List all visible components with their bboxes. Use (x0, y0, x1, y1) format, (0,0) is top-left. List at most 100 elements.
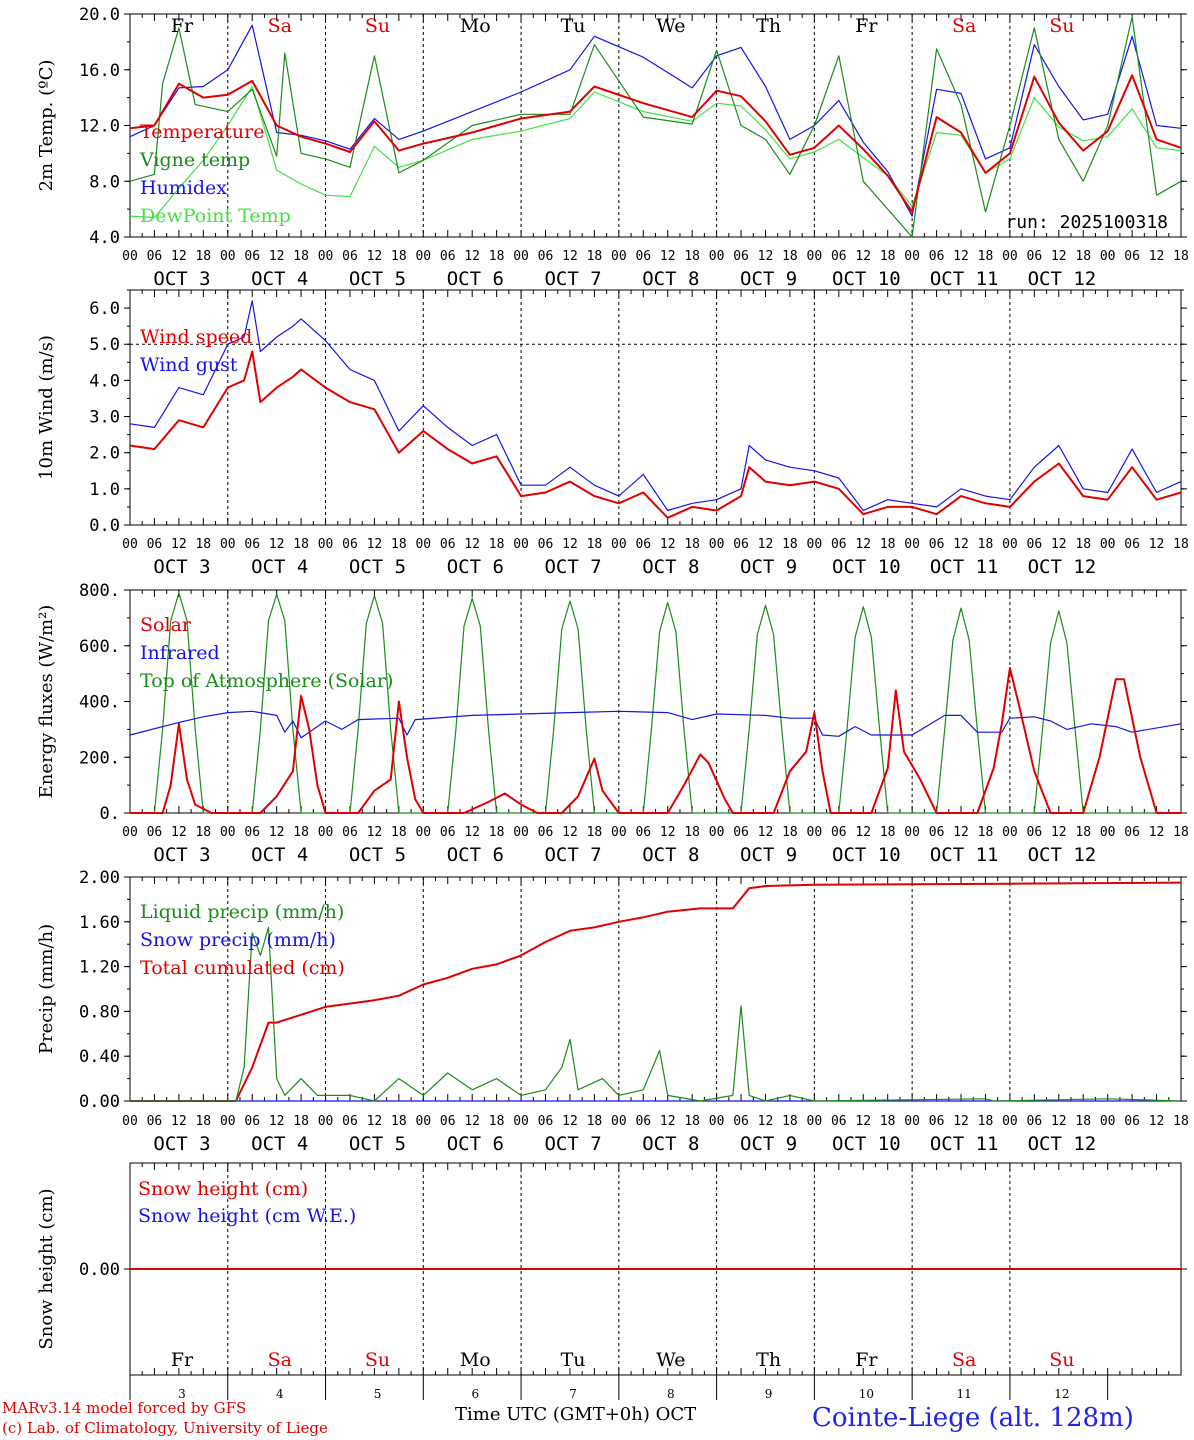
series-line-dewpoint-temp (129, 85, 1182, 219)
day-number: 10 (859, 1387, 874, 1401)
hour-label: 06 (733, 825, 749, 840)
hour-label: 18 (489, 1114, 505, 1129)
legend-entry: Temperature (140, 121, 264, 143)
y-tick-label: 5.0 (89, 335, 120, 355)
date-label: OCT 3 (153, 844, 210, 866)
hour-label: 00 (415, 249, 431, 264)
day-name: Th (756, 1349, 781, 1371)
hour-label: 00 (611, 825, 627, 840)
hour-label: 12 (953, 825, 969, 840)
hour-label: 12 (953, 1114, 969, 1129)
date-label: OCT 5 (349, 268, 406, 290)
series-line-total-cumulated-cm- (130, 881, 1182, 1102)
hour-label: 12 (1051, 1114, 1067, 1129)
y-tick-label: 1.0 (89, 480, 120, 500)
y-tick-label: 2.0 (89, 444, 120, 464)
hour-label: 00 (611, 1114, 627, 1129)
legend-entry: Infrared (140, 642, 220, 664)
day-name: We (656, 15, 685, 37)
hour-label: 12 (1149, 825, 1165, 840)
hour-label: 00 (1100, 1114, 1116, 1129)
hour-label: 06 (538, 249, 554, 264)
y-tick-label: 600. (79, 637, 120, 657)
date-label: OCT 6 (447, 1133, 504, 1155)
day-name: Fr (171, 15, 194, 37)
y-axis-label: Energy fluxes (W/m²) (36, 605, 57, 799)
hour-label: 06 (1027, 537, 1043, 552)
hour-label: 12 (367, 825, 383, 840)
lab-credit: (c) Lab. of Climatology, University of L… (2, 1419, 328, 1437)
y-tick-label: 800. (79, 581, 120, 601)
hour-label: 06 (929, 249, 945, 264)
date-label: OCT 6 (447, 268, 504, 290)
day-number: 3 (178, 1387, 186, 1401)
date-label: OCT 3 (153, 268, 210, 290)
hour-label: 06 (831, 825, 847, 840)
hour-label: 18 (684, 537, 700, 552)
model-credit: MARv3.14 model forced by GFS (2, 1399, 247, 1417)
hour-label: 18 (684, 249, 700, 264)
hour-label: 06 (733, 249, 749, 264)
day-number: 8 (667, 1387, 675, 1401)
hour-label: 06 (147, 1114, 163, 1129)
y-tick-label: 12.0 (79, 117, 120, 137)
hour-label: 18 (1075, 825, 1091, 840)
hour-label: 18 (293, 249, 309, 264)
hour-label: 00 (415, 1114, 431, 1129)
hour-label: 06 (929, 825, 945, 840)
hour-label: 12 (855, 537, 871, 552)
hour-label: 00 (1100, 537, 1116, 552)
date-label: OCT 6 (447, 556, 504, 578)
hour-label: 18 (978, 537, 994, 552)
date-label: OCT 4 (251, 1133, 308, 1155)
hour-label: 18 (782, 1114, 798, 1129)
hour-label: 06 (1124, 825, 1140, 840)
hour-label: 18 (1075, 1114, 1091, 1129)
hour-label: 18 (293, 1114, 309, 1129)
hour-label: 00 (220, 537, 236, 552)
panel-frame-wind (129, 289, 1182, 526)
date-label: OCT 10 (832, 556, 901, 578)
hour-label: 06 (929, 537, 945, 552)
hour-label: 18 (195, 249, 211, 264)
series-line-vigne-temp (129, 16, 1182, 238)
day-name: Su (365, 1349, 390, 1371)
y-axis-label: 2m Temp. (ºC) (36, 60, 57, 192)
date-label: OCT 7 (544, 268, 601, 290)
day-name: Sa (952, 1349, 976, 1371)
hour-label: 12 (660, 1114, 676, 1129)
hour-label: 18 (489, 537, 505, 552)
hour-label: 12 (1149, 1114, 1165, 1129)
hour-label: 18 (782, 249, 798, 264)
hour-label: 12 (171, 825, 187, 840)
hour-label: 18 (1173, 537, 1189, 552)
hour-label: 00 (122, 537, 138, 552)
hour-label: 00 (1002, 825, 1018, 840)
hour-label: 18 (489, 825, 505, 840)
hour-label: 00 (904, 1114, 920, 1129)
hour-label: 06 (538, 825, 554, 840)
hour-label: 18 (1075, 537, 1091, 552)
hour-label: 12 (855, 249, 871, 264)
date-label: OCT 5 (349, 556, 406, 578)
hour-label: 12 (464, 1114, 480, 1129)
hour-label: 18 (880, 249, 896, 264)
hour-label: 00 (807, 537, 823, 552)
date-label: OCT 9 (740, 268, 797, 290)
hour-label: 12 (269, 825, 285, 840)
date-label: OCT 11 (930, 1133, 999, 1155)
y-tick-label: 1.60 (79, 913, 120, 933)
hour-label: 18 (195, 537, 211, 552)
date-label: OCT 6 (447, 844, 504, 866)
legend-entry: Solar (140, 614, 192, 636)
hour-label: 12 (562, 537, 578, 552)
legend-entry: Snow precip (mm/h) (140, 929, 336, 951)
day-name: Fr (855, 1349, 878, 1371)
hour-label: 06 (635, 825, 651, 840)
hour-label: 00 (1100, 249, 1116, 264)
y-tick-label: 400. (79, 693, 120, 713)
hour-label: 06 (147, 249, 163, 264)
hour-label: 18 (978, 1114, 994, 1129)
hour-label: 18 (880, 825, 896, 840)
day-number: 11 (956, 1387, 971, 1401)
